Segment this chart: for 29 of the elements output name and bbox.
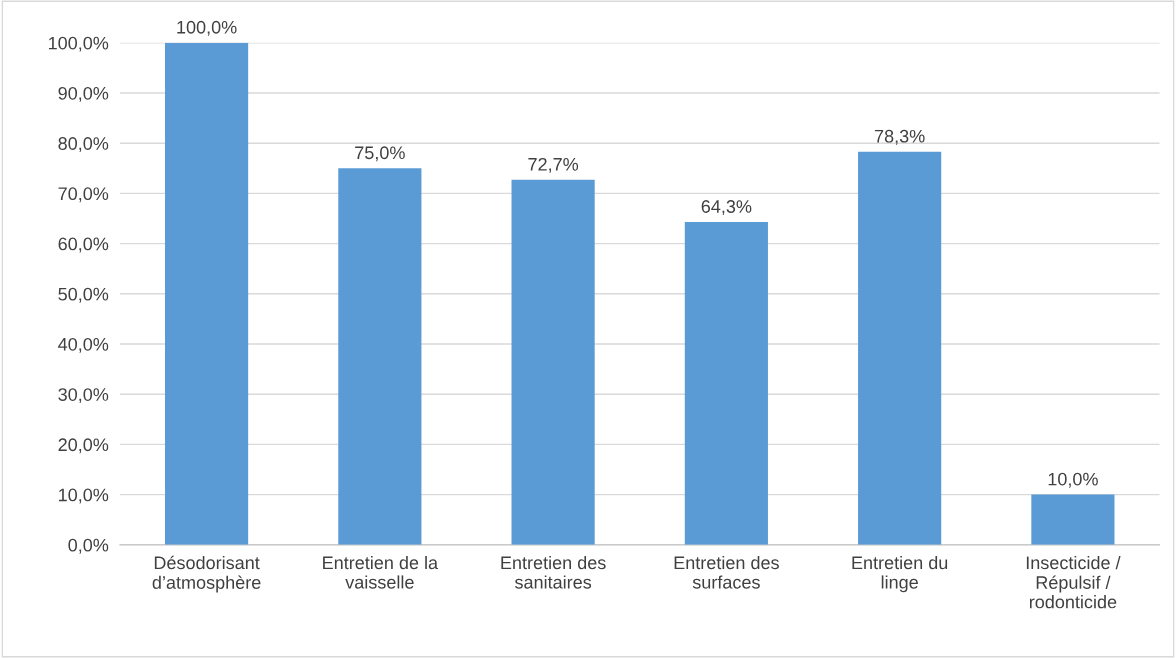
y-tick-label: 60,0% bbox=[58, 237, 109, 253]
data-label: 75,0% bbox=[355, 146, 405, 162]
y-tick-label: 20,0% bbox=[58, 438, 109, 454]
bar bbox=[684, 222, 768, 545]
data-label: 64,3% bbox=[701, 200, 752, 216]
x-tick-label: Entretien de la vaisselle bbox=[323, 555, 439, 589]
y-tick-label: 90,0% bbox=[58, 86, 109, 102]
x-tick-label: Insecticide / Répulsif / rodonticide bbox=[1026, 555, 1121, 609]
bar bbox=[1031, 494, 1115, 545]
data-label: 10,0% bbox=[1048, 472, 1098, 488]
bar bbox=[338, 168, 422, 545]
x-tick-label: Entretien des sanitaires bbox=[501, 555, 606, 589]
bar bbox=[165, 42, 249, 545]
data-label: 72,7% bbox=[528, 157, 579, 173]
y-tick-label: 80,0% bbox=[58, 137, 109, 153]
data-label: 100,0% bbox=[177, 20, 237, 36]
y-tick-label: 40,0% bbox=[58, 337, 109, 353]
x-tick-label: Entretien des surfaces bbox=[674, 555, 779, 589]
y-tick-label: 100,0% bbox=[48, 36, 109, 52]
y-tick-label: 0,0% bbox=[68, 538, 109, 554]
bar bbox=[858, 151, 942, 545]
data-label: 78,3% bbox=[874, 129, 925, 145]
x-tick-label: Entretien du linge bbox=[852, 555, 948, 593]
y-tick-label: 70,0% bbox=[58, 187, 109, 203]
bar bbox=[511, 179, 595, 545]
y-tick-label: 30,0% bbox=[58, 388, 109, 404]
y-tick-label: 50,0% bbox=[58, 287, 109, 303]
x-tick-label: Désodorisant d’atmosphère bbox=[152, 555, 261, 593]
y-tick-label: 10,0% bbox=[59, 488, 109, 504]
